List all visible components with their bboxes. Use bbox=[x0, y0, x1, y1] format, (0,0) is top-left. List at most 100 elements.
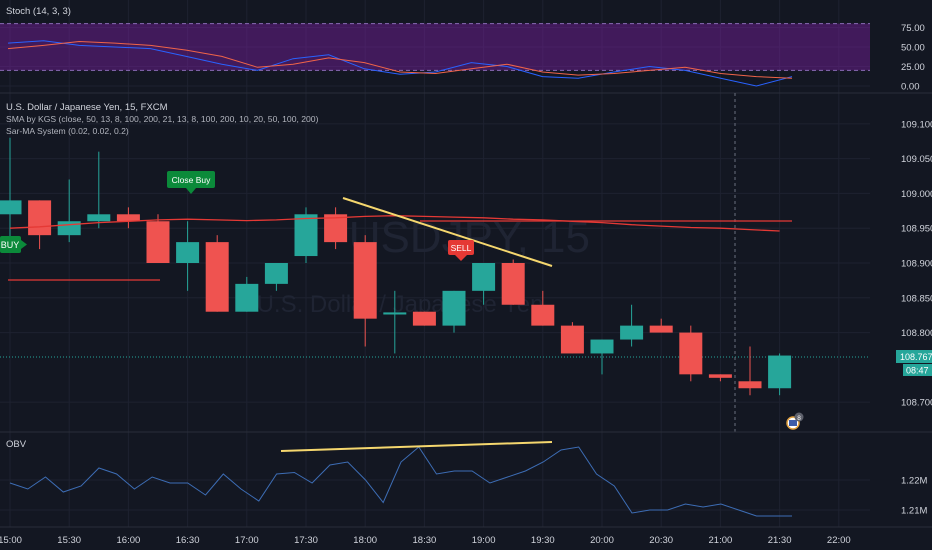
buy-badge bbox=[0, 236, 21, 253]
candle bbox=[560, 322, 584, 354]
time-tick-label: 15:00 bbox=[0, 535, 22, 546]
candle-body bbox=[0, 200, 22, 215]
event-count-badge bbox=[794, 412, 804, 422]
last-price-tag: 108.767 08:47 bbox=[896, 350, 932, 376]
stoch-pane[interactable]: Stoch (14, 3, 3) 75.00 50.00 25.00 0.00 bbox=[0, 6, 925, 93]
price-tick-label: 108.850 bbox=[901, 293, 932, 304]
price-tick-label: 108.700 bbox=[901, 398, 932, 409]
time-tick-label: 19:00 bbox=[472, 535, 496, 546]
price-tick-label: 108.900 bbox=[901, 259, 932, 270]
candle-body bbox=[205, 242, 229, 312]
candle-body bbox=[768, 355, 792, 389]
price-hgrid bbox=[0, 123, 870, 403]
candle-body bbox=[294, 214, 318, 257]
price-tick-label: 109.100 bbox=[901, 119, 932, 130]
candle-body bbox=[264, 263, 288, 284]
sell-signal[interactable]: SELL bbox=[448, 240, 474, 261]
candle bbox=[205, 235, 229, 312]
candle-body bbox=[176, 242, 200, 263]
candle-body bbox=[649, 325, 673, 333]
obv-tick-label: 1.22M bbox=[901, 476, 927, 487]
last-price-badge bbox=[896, 350, 932, 363]
close-buy-label: Close Buy bbox=[172, 175, 211, 185]
stoch-lines bbox=[7, 40, 793, 87]
candle bbox=[708, 374, 732, 382]
candle-body bbox=[383, 312, 407, 315]
obv-tick-label: 1.21M bbox=[901, 506, 927, 517]
close-buy-signal[interactable]: Close Buy bbox=[167, 171, 215, 194]
candle bbox=[531, 290, 555, 326]
stoch-tick-label: 0.00 bbox=[901, 82, 920, 93]
event-flag[interactable]: 8 bbox=[786, 412, 804, 430]
candle-body bbox=[412, 311, 436, 326]
candle bbox=[649, 318, 673, 333]
candle bbox=[412, 311, 436, 326]
sell-label: SELL bbox=[451, 243, 472, 253]
buy-arrow-icon bbox=[21, 240, 27, 249]
candle bbox=[383, 290, 407, 354]
stoch-axis: 75.00 50.00 25.00 0.00 bbox=[901, 23, 925, 93]
flag-field bbox=[789, 420, 797, 426]
candle-body bbox=[442, 290, 466, 326]
time-axis[interactable]: 15:00 15:30 16:00 16:30 17:00 17:30 18:00 18:30… bbox=[0, 535, 851, 546]
candle bbox=[353, 235, 377, 347]
candle-body bbox=[353, 242, 377, 319]
candle-body bbox=[590, 339, 614, 354]
countdown-badge bbox=[903, 364, 932, 376]
candle-body bbox=[560, 325, 584, 354]
candle-body bbox=[116, 214, 140, 222]
candle-body bbox=[324, 214, 348, 243]
sell-badge bbox=[448, 240, 474, 255]
price-tick-label: 108.950 bbox=[901, 224, 932, 235]
candle bbox=[738, 346, 762, 396]
time-tick-label: 17:00 bbox=[235, 535, 259, 546]
trendline-obv[interactable] bbox=[280, 441, 553, 452]
stoch-hgrid bbox=[0, 27, 870, 87]
symbol-title[interactable]: U.S. Dollar / Japanese Yen, 15, FXCM bbox=[6, 102, 168, 113]
sell-arrow-icon bbox=[455, 255, 467, 261]
candle-body bbox=[87, 214, 111, 222]
candle bbox=[472, 263, 496, 305]
time-tick-label: 20:30 bbox=[649, 535, 673, 546]
obv-pane[interactable]: OBV 1.22M 1.21M bbox=[0, 439, 927, 517]
price-tick-label: 109.050 bbox=[901, 154, 932, 165]
sma-legend[interactable]: SMA by KGS (close, 50, 13, 8, 100, 200, … bbox=[6, 114, 319, 124]
obv-line bbox=[9, 446, 792, 517]
countdown-value: 08:47 bbox=[906, 366, 929, 376]
time-tick-label: 16:30 bbox=[176, 535, 200, 546]
stoch-k-line bbox=[7, 40, 793, 87]
candle-body bbox=[620, 325, 644, 340]
candle-body bbox=[235, 283, 259, 312]
candle-body bbox=[146, 221, 170, 263]
last-price-value: 108.767 bbox=[900, 352, 932, 362]
candle bbox=[294, 207, 318, 263]
obv-hgrid bbox=[0, 479, 870, 511]
stoch-title[interactable]: Stoch (14, 3, 3) bbox=[6, 6, 71, 17]
buy-signal[interactable]: BUY bbox=[0, 236, 27, 253]
time-tick-label: 19:30 bbox=[531, 535, 555, 546]
candle bbox=[116, 207, 140, 229]
stoch-d-line bbox=[7, 40, 793, 79]
stoch-tick-label: 25.00 bbox=[901, 62, 925, 73]
candle-body bbox=[501, 263, 525, 305]
candle-body bbox=[531, 304, 555, 326]
time-tick-label: 21:30 bbox=[768, 535, 792, 546]
time-tick-label: 16:00 bbox=[117, 535, 141, 546]
trendline-price[interactable] bbox=[342, 197, 553, 267]
sar-legend[interactable]: Sar-MA System (0.02, 0.02, 0.2) bbox=[6, 126, 129, 136]
candle bbox=[0, 137, 22, 243]
candle bbox=[590, 339, 614, 375]
close-buy-badge bbox=[167, 171, 215, 188]
stoch-tick-label: 75.00 bbox=[901, 23, 925, 34]
time-tick-label: 21:00 bbox=[709, 535, 733, 546]
candle bbox=[264, 263, 288, 291]
obv-title[interactable]: OBV bbox=[6, 439, 27, 450]
candle-body bbox=[472, 263, 496, 291]
stoch-tick-label: 50.00 bbox=[901, 43, 925, 54]
price-pane[interactable]: USDJPY, 15 U.S. Dollar / Japanese Yen BU… bbox=[0, 93, 932, 432]
candle bbox=[501, 259, 525, 305]
candle bbox=[324, 207, 348, 250]
candle-body bbox=[679, 332, 703, 375]
